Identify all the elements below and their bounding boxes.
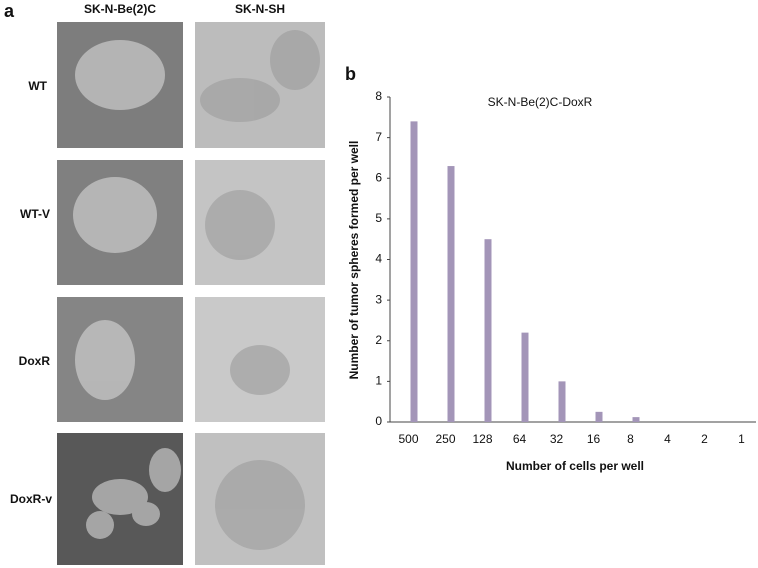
x-tick-label: 8 — [627, 432, 634, 446]
bar — [410, 121, 418, 422]
y-tick-label: 8 — [375, 89, 382, 103]
panel-label: b — [345, 64, 356, 84]
x-tick-label: 128 — [472, 432, 492, 446]
y-tick-label: 1 — [375, 374, 382, 388]
x-tick-label: 64 — [513, 432, 527, 446]
column-header: SK-N-Be(2)C — [84, 2, 156, 16]
cell-texture — [73, 40, 181, 539]
y-tick-label: 7 — [375, 130, 382, 144]
y-tick-label: 5 — [375, 211, 382, 225]
y-tick-label: 6 — [375, 170, 382, 184]
x-tick-label: 500 — [398, 432, 418, 446]
cell-texture — [200, 30, 320, 550]
y-tick-label: 2 — [375, 333, 382, 347]
column-header: SK-N-SH — [235, 2, 285, 16]
row-label: WT — [28, 79, 47, 93]
bar — [484, 239, 492, 422]
bar — [632, 417, 640, 422]
panel-label: a — [4, 1, 15, 21]
x-tick-label: 32 — [550, 432, 564, 446]
row-label: DoxR — [19, 354, 51, 368]
x-axis-label: Number of cells per well — [506, 459, 644, 473]
y-tick-label: 4 — [375, 252, 382, 266]
micrographs — [57, 22, 325, 565]
row-label: DoxR-v — [10, 492, 52, 506]
y-tick-label: 3 — [375, 292, 382, 306]
bar — [521, 332, 529, 422]
y-axis-label: Number of tumor spheres formed per well — [347, 141, 361, 380]
x-tick-label: 1 — [738, 432, 745, 446]
x-tick-label: 16 — [587, 432, 601, 446]
x-tick-label: 4 — [664, 432, 671, 446]
bar — [558, 381, 566, 422]
bar — [595, 411, 603, 422]
chart-title: SK-N-Be(2)C-DoxR — [488, 95, 593, 109]
row-label: WT-V — [20, 207, 50, 221]
y-tick-label: 0 — [375, 414, 382, 428]
bar — [447, 166, 455, 422]
x-tick-label: 2 — [701, 432, 708, 446]
x-tick-label: 250 — [435, 432, 455, 446]
